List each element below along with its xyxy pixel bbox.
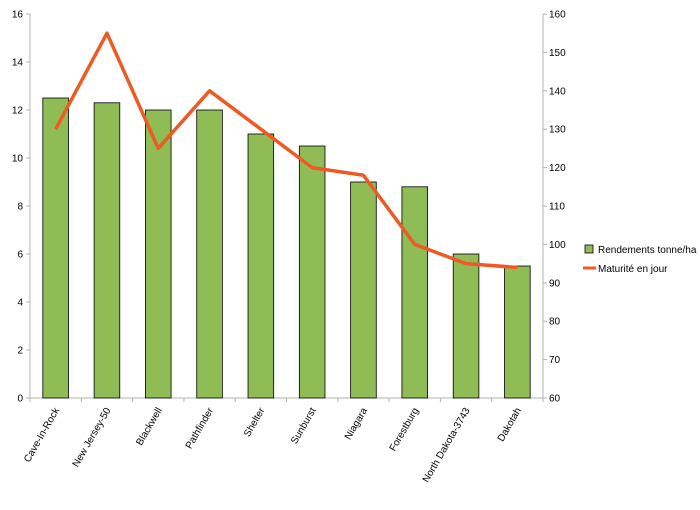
bar: [298, 145, 326, 399]
bar: [452, 253, 480, 399]
category-labels: Cave-In-Rock New Jersey-50 Blackwell Pathfi…: [22, 398, 544, 485]
category-label: Dakotah: [496, 406, 524, 444]
left-tick-label: 2: [17, 346, 23, 357]
category-label: North Dakota-3743: [421, 406, 473, 485]
line-series: [54, 31, 518, 270]
maturity-line: [54, 31, 518, 270]
right-tick-label: 60: [549, 394, 561, 405]
right-tick-label: 120: [549, 163, 566, 174]
category-label: Pathfinder: [184, 405, 217, 451]
left-tick-label: 10: [12, 154, 24, 165]
right-tick-label: 140: [549, 86, 566, 97]
right-tick-label: 70: [549, 355, 561, 366]
bar: [247, 133, 275, 399]
legend-bar-label: Rendements tonne/ha: [598, 245, 697, 256]
left-tick-label: 12: [12, 106, 24, 117]
legend-bar-swatch: [584, 244, 594, 254]
category-label: Cave-In-Rock: [22, 405, 63, 464]
right-tick-label: 160: [549, 10, 566, 21]
bar: [350, 181, 377, 399]
right-tick-label: 90: [549, 278, 561, 289]
category-label: New Jersey-50: [71, 406, 114, 470]
bar: [504, 265, 531, 399]
left-tick-label: 16: [12, 10, 24, 21]
bar-series: [42, 97, 531, 399]
left-tick-label: 6: [17, 250, 23, 261]
left-tick-label: 0: [17, 394, 23, 405]
left-tick-label: 14: [12, 58, 24, 69]
bar: [401, 186, 428, 399]
category-label: Blackwell: [134, 406, 164, 448]
legend-line-label: Maturité en jour: [598, 264, 668, 275]
bar: [145, 109, 172, 399]
left-tick-label: 4: [17, 298, 23, 309]
bar: [93, 102, 121, 399]
right-tick-label: 130: [549, 125, 566, 136]
bar: [196, 109, 223, 399]
right-axis-ticks: 60 70 80 90 100 110 120 130 140 150 160: [543, 10, 566, 405]
category-label: Forestburg: [388, 406, 422, 453]
category-label: Niagara: [343, 406, 370, 442]
right-tick-label: 100: [549, 240, 566, 251]
right-tick-label: 80: [549, 317, 561, 328]
right-tick-label: 110: [549, 202, 565, 213]
category-label: Sunburst: [289, 406, 319, 446]
legend: Rendements tonne/ha Maturité en jour: [583, 244, 697, 275]
category-label: Shelter: [242, 405, 268, 439]
bar: [42, 97, 69, 399]
left-axis-ticks: 0 2 4 6 8 10 12 14 16: [12, 10, 30, 405]
right-tick-label: 150: [549, 48, 566, 59]
left-tick-label: 8: [17, 202, 23, 213]
